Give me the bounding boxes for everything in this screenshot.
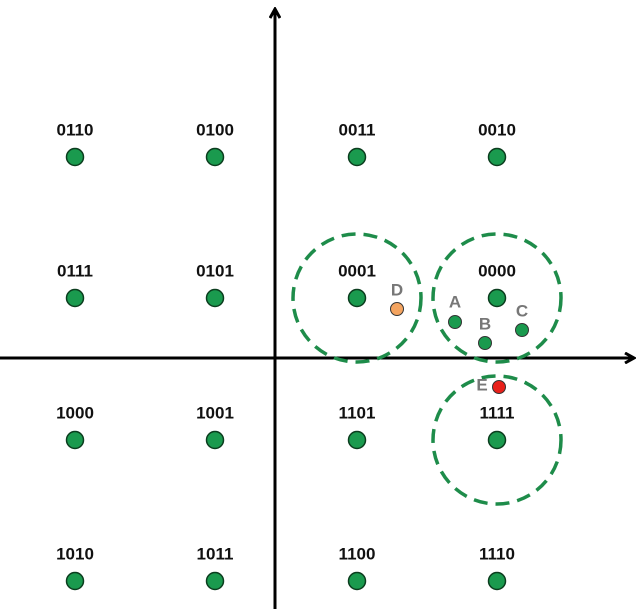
decision-circle: [431, 232, 563, 364]
received-point: [390, 302, 404, 316]
symbol-point: [487, 571, 507, 591]
symbol-point: [347, 430, 367, 450]
symbol-point: [347, 147, 367, 167]
received-label: B: [479, 314, 491, 333]
symbol-label: 1010: [56, 544, 94, 563]
symbol-label: 0001: [338, 261, 376, 280]
symbol-point: [65, 147, 85, 167]
received-label: E: [476, 375, 487, 394]
symbol-label: 0101: [196, 261, 234, 280]
symbol-point: [205, 571, 225, 591]
received-point: [492, 380, 506, 394]
decision-circle: [431, 374, 563, 506]
symbol-label: 1110: [479, 544, 515, 563]
symbol-label: 1011: [197, 544, 234, 563]
symbol-point: [347, 571, 367, 591]
symbol-point: [347, 288, 367, 308]
symbol-label: 0010: [478, 120, 516, 139]
symbol-label: 1101: [339, 403, 376, 422]
received-label: C: [516, 301, 528, 320]
received-point: [448, 315, 462, 329]
symbol-point: [65, 571, 85, 591]
symbol-label: 0100: [196, 120, 234, 139]
received-label: D: [391, 280, 403, 299]
symbol-label: 0111: [57, 261, 93, 280]
symbol-point: [205, 430, 225, 450]
symbol-label: 1001: [196, 403, 234, 422]
symbol-point: [487, 430, 507, 450]
symbol-label: 1111: [479, 403, 514, 422]
received-point: [515, 323, 529, 337]
symbol-label: 1000: [56, 403, 94, 422]
symbol-point: [487, 147, 507, 167]
symbol-point: [65, 430, 85, 450]
symbol-label: 0000: [478, 261, 516, 280]
symbol-label: 1100: [339, 544, 376, 563]
symbol-label: 0110: [57, 120, 94, 139]
symbol-point: [205, 147, 225, 167]
received-label: A: [449, 292, 461, 311]
decision-circle: [291, 232, 423, 364]
received-point: [478, 336, 492, 350]
symbol-point: [487, 288, 507, 308]
symbol-point: [205, 288, 225, 308]
symbol-label: 0011: [339, 120, 376, 139]
symbol-point: [65, 288, 85, 308]
